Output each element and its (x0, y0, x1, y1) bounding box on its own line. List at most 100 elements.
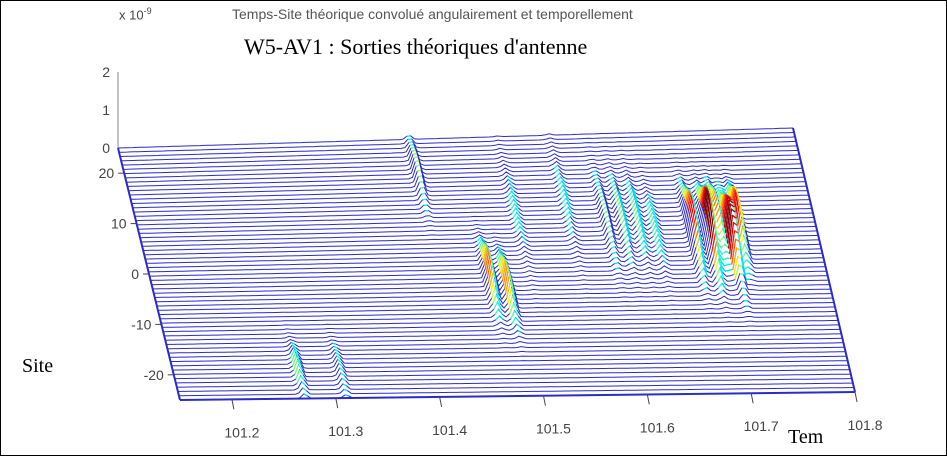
peak-segment (614, 262, 619, 265)
peak-segment (720, 243, 726, 249)
peak-segment (496, 252, 502, 262)
peak-segment (293, 349, 299, 355)
chart-title: W5-AV1 : Sorties théoriques d'antenne (244, 34, 588, 59)
peak-segment (641, 250, 647, 256)
waterfall-line (164, 323, 840, 337)
peak-segment (623, 234, 629, 240)
peak-segment (492, 294, 498, 305)
waterfall-line (122, 145, 798, 166)
peak-segment (698, 260, 704, 267)
peak-segment (660, 249, 666, 255)
waterfall-line (166, 333, 842, 345)
peak-segment (603, 210, 609, 215)
peak-segment (520, 230, 526, 236)
peak-segment (290, 341, 296, 345)
peak-segment (729, 222, 735, 254)
peak-segment (488, 271, 494, 288)
peak-segment (632, 205, 638, 214)
peak-segment (522, 240, 528, 245)
peak-segment (711, 190, 717, 199)
peak-segment (641, 229, 647, 237)
peak-segment (296, 359, 302, 366)
peak-segment (728, 268, 734, 271)
peak-segment (631, 190, 637, 198)
peak-segment (717, 250, 723, 267)
peak-segment (517, 329, 522, 334)
peak-segment (341, 377, 346, 382)
peak-segment (414, 159, 420, 163)
peak-segment (717, 220, 723, 229)
peak-segment (684, 189, 690, 202)
peak-segment (703, 287, 708, 290)
peak-segment (490, 278, 496, 293)
peak-segment (507, 288, 513, 304)
peak-segment (559, 188, 565, 195)
peak-segment (494, 286, 500, 299)
waterfall-line (165, 328, 841, 341)
peak-segment (301, 381, 306, 386)
x-tick-mark (542, 395, 546, 406)
peak-segment (509, 199, 515, 206)
peak-segment (737, 256, 742, 260)
peak-segment (637, 210, 643, 219)
x-tick-label: 101.7 (744, 418, 779, 434)
waterfall-line (176, 374, 852, 388)
peak-segment (504, 274, 511, 294)
peak-segment (658, 239, 664, 245)
peak-segment (687, 194, 693, 211)
peak-segment (338, 363, 343, 367)
peak-segment (712, 240, 718, 258)
peak-segment (477, 239, 483, 246)
z-tick-label: 2 (102, 64, 110, 80)
peak-segment (513, 302, 518, 311)
peak-segment (599, 194, 604, 198)
peak-segment (725, 184, 731, 195)
peak-segment (421, 192, 426, 195)
peak-segment (743, 266, 749, 270)
peak-segment (479, 242, 485, 252)
peak-segment (710, 222, 716, 245)
peak-segment (655, 224, 661, 232)
peak-segment (511, 207, 517, 214)
waterfall-line (150, 238, 826, 281)
waterfall-line (148, 221, 824, 273)
peak-segment (744, 243, 750, 252)
peak-segment (718, 228, 724, 235)
peak-segment (631, 201, 637, 209)
waterfall-fill (172, 356, 848, 371)
x-tick-label: 101.8 (847, 417, 882, 433)
peak-segment (560, 176, 566, 183)
peak-segment (656, 229, 662, 236)
peak-segment (513, 216, 519, 223)
peak-segment (332, 342, 337, 345)
peak-segment (568, 226, 573, 231)
peak-segment (615, 197, 621, 203)
peak-segment (497, 254, 503, 266)
waterfall-fill (162, 310, 838, 328)
peak-segment (611, 246, 616, 249)
peak-segment (597, 187, 602, 191)
peak-segment (499, 256, 505, 273)
peak-segment (560, 193, 566, 199)
peak-segment (515, 317, 520, 323)
peak-segment (701, 184, 707, 209)
peak-segment (741, 252, 747, 259)
peak-segment (693, 220, 699, 235)
peak-segment (567, 221, 572, 226)
peak-segment (495, 251, 501, 259)
peak-segment (480, 236, 485, 242)
peak-segment (726, 208, 733, 243)
waterfall-line (132, 182, 808, 209)
peak-segment (511, 317, 517, 325)
peak-segment (702, 185, 709, 212)
peak-segment (515, 226, 521, 232)
waterfall-fill (171, 353, 847, 366)
peak-segment (677, 179, 683, 183)
peak-segment (607, 229, 613, 234)
peak-segment (734, 265, 740, 280)
peak-segment (419, 180, 424, 183)
peak-segment (408, 141, 413, 144)
peak-segment (484, 249, 490, 269)
waterfall-line (130, 178, 806, 200)
